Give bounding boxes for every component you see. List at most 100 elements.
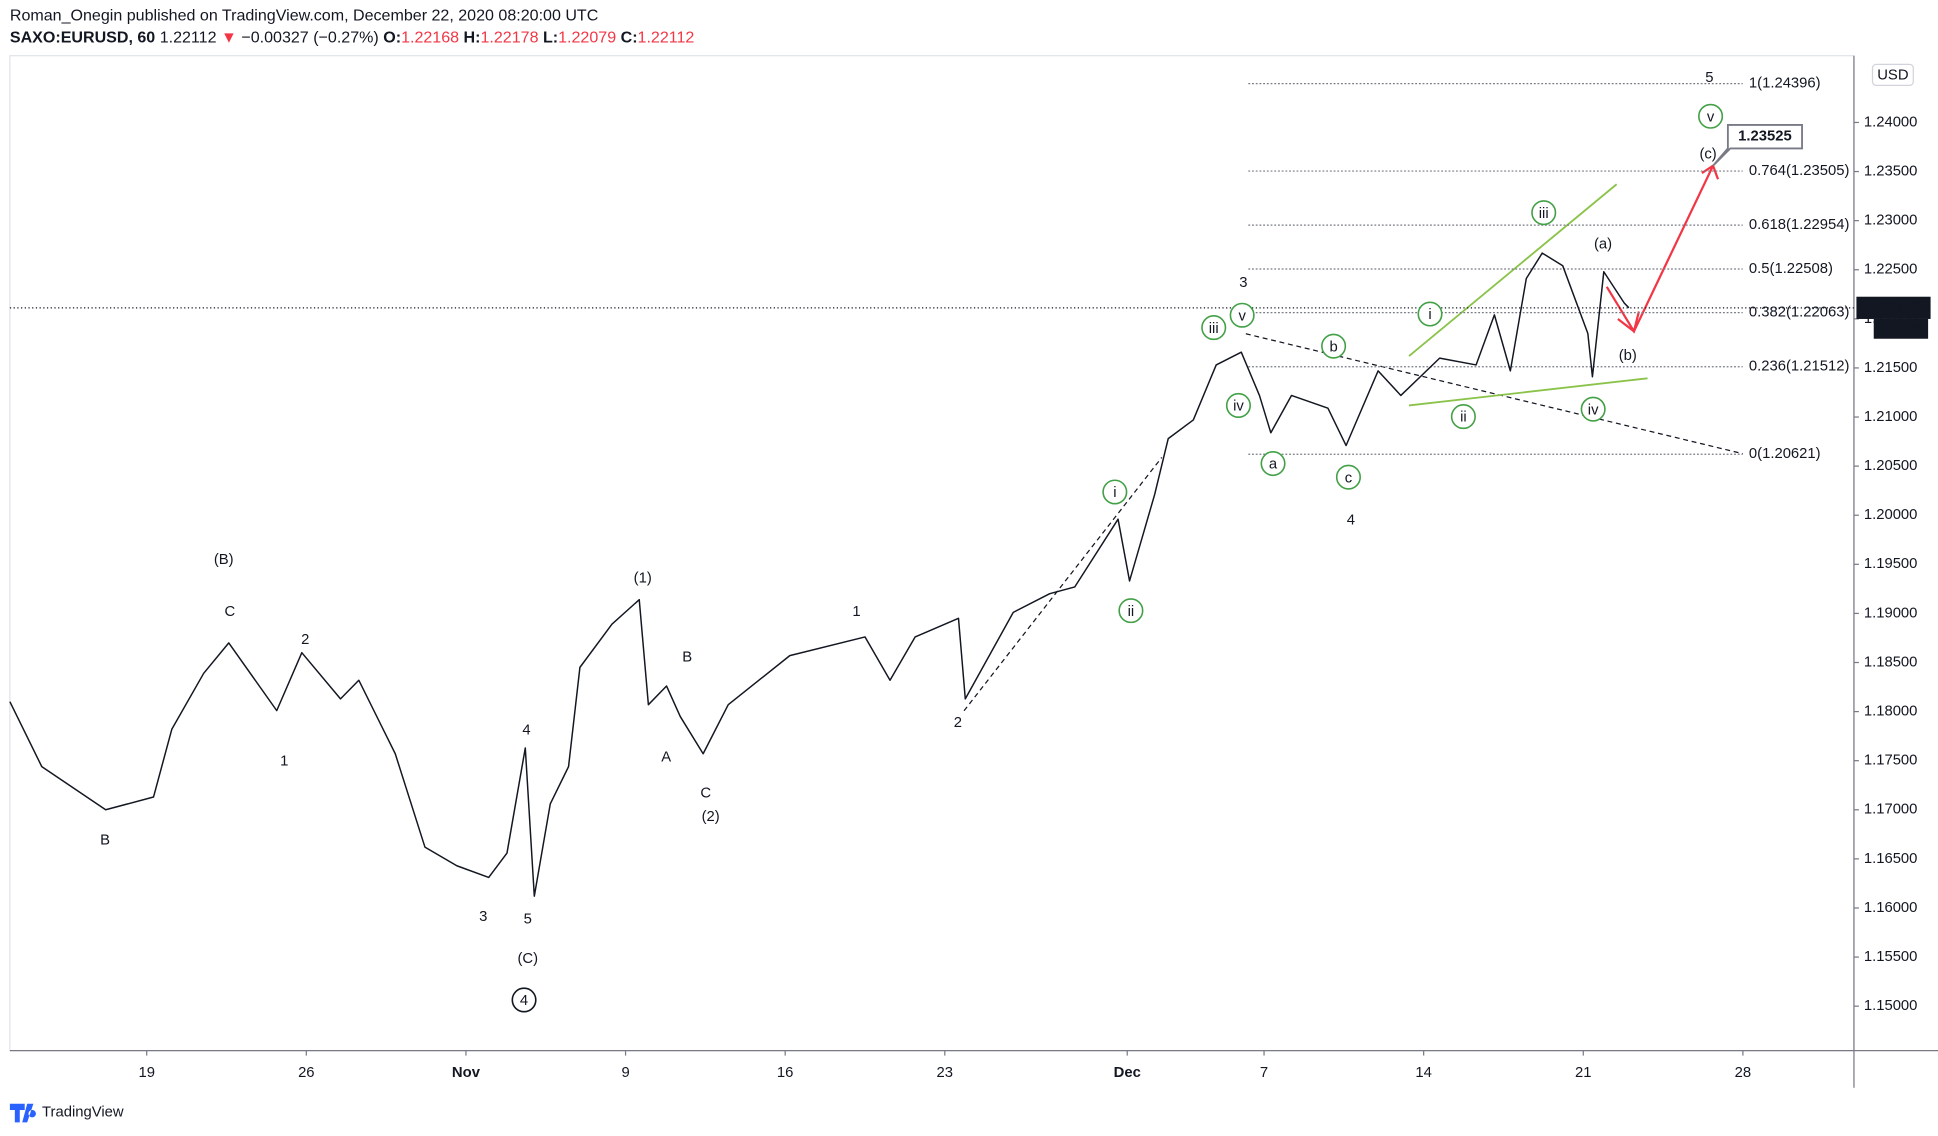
price-line (9, 252, 1630, 897)
y-tick-label: 1.20500 (1864, 458, 1918, 474)
trend-line (1245, 333, 1743, 455)
wave-label: 4 (522, 722, 530, 738)
wave-label: C (700, 785, 711, 801)
wedge-line (1408, 183, 1618, 357)
x-tick-label: 9 (621, 1065, 629, 1081)
wave-label: 4 (1347, 512, 1355, 528)
wave-label: (2) (702, 809, 720, 825)
wave-label: (C) (517, 951, 538, 967)
wave-label: v (1707, 109, 1715, 125)
h-key: H: (464, 29, 481, 47)
y-tick-label: 1.19500 (1864, 556, 1918, 572)
wave-circle (1531, 200, 1557, 226)
countdown-box (1873, 318, 1929, 339)
wave-label: 3 (1239, 275, 1247, 291)
wave-label: B (682, 650, 692, 666)
last-price-label: 1.22112 (1867, 300, 1920, 316)
wave-label: iii (1539, 206, 1549, 222)
x-tick-label: 7 (1260, 1065, 1268, 1081)
wave-circle (1102, 479, 1128, 505)
target-label: 1.23525 (1738, 129, 1792, 145)
wave-label: (B) (214, 552, 234, 568)
x-tick-label: 21 (1575, 1065, 1592, 1081)
x-tick-label: 26 (298, 1065, 315, 1081)
logo: TradingView (9, 1103, 124, 1123)
y-tick-label: 1.21500 (1864, 360, 1918, 376)
x-tick-label: 14 (1415, 1065, 1432, 1081)
target-callout (1712, 123, 1803, 167)
wave-circle (1260, 451, 1286, 477)
change: −0.00327 (−0.27%) (241, 29, 378, 47)
author-line: Roman_Onegin published on TradingView.co… (10, 6, 598, 24)
wave-circle (1118, 598, 1144, 624)
y-tick-label: 1.15000 (1864, 998, 1918, 1014)
wave-circle (1417, 301, 1443, 327)
wave-label: 2 (954, 715, 962, 731)
wave-circle (1225, 392, 1251, 419)
x-tick-label: Dec (1114, 1065, 1141, 1081)
wave-circle (1580, 396, 1606, 422)
last-price-box (1856, 296, 1931, 319)
logo-icon (9, 1103, 36, 1123)
wave-label: ii (1460, 410, 1467, 426)
o-value: 1.22168 (401, 29, 459, 47)
wave-label: c (1345, 470, 1353, 486)
y-tick-label: 1.17500 (1864, 753, 1918, 769)
wave-label: i (1113, 485, 1116, 501)
y-tick-label: 1.23500 (1864, 163, 1918, 179)
l-value: 1.22079 (558, 29, 616, 47)
y-tick-label: 1.18500 (1864, 654, 1918, 670)
x-tick-label: Nov (452, 1065, 481, 1081)
wave-label: ii (1128, 604, 1135, 620)
wave-circle (511, 987, 537, 1013)
y-tick-label: 1.19000 (1864, 605, 1918, 621)
y-tick-label: 1.16000 (1864, 900, 1918, 916)
x-tick-label: 19 (138, 1065, 155, 1081)
fib-label: 0.618(1.22954) (1749, 217, 1850, 233)
symbol: SAXO:EURUSD, 60 (10, 29, 155, 47)
x-tick-label: 23 (937, 1065, 954, 1081)
countdown-label: 40:05 (1882, 321, 1919, 337)
arrow-head (1617, 311, 1640, 334)
y-tick-label: 1.16500 (1864, 851, 1918, 867)
currency-button[interactable] (1871, 63, 1914, 86)
wave-label: A (661, 750, 671, 766)
wave-label: 5 (524, 912, 532, 928)
y-tick-label: 1.21000 (1864, 409, 1918, 425)
fib-label: 0.382(1.22063) (1749, 305, 1850, 321)
wave-label: (b) (1619, 348, 1637, 364)
wave-label: v (1238, 308, 1246, 324)
wave-circle (1698, 103, 1724, 129)
y-tick-label: 1.23000 (1864, 213, 1918, 229)
wave-label: B (100, 832, 110, 848)
c-key: C: (621, 29, 638, 47)
wave-label: 3 (479, 909, 487, 925)
h-value: 1.22178 (480, 29, 538, 47)
y-tick-label: 1.15500 (1864, 949, 1918, 965)
fib-label: 0.764(1.23505) (1749, 163, 1850, 179)
fib-label: 0.5(1.22508) (1749, 261, 1833, 277)
wave-label: 4 (520, 993, 528, 1009)
wave-label: 2 (301, 632, 309, 648)
x-tick-label: 16 (777, 1065, 794, 1081)
wave-label: iii (1209, 321, 1219, 337)
wave-circle (1450, 404, 1476, 430)
y-tick-label: 1.17000 (1864, 802, 1918, 818)
l-key: L: (543, 29, 558, 47)
y-tick-label: 1.22500 (1864, 262, 1918, 278)
arrow: ▼ (221, 29, 237, 47)
trend-line (963, 457, 1163, 712)
brand: TradingView (42, 1104, 124, 1120)
fib-label: 1(1.24396) (1749, 75, 1821, 91)
c-value: 1.22112 (638, 29, 695, 47)
y-tick-label: 1.18000 (1864, 704, 1918, 720)
x-tick-label: 28 (1735, 1065, 1752, 1081)
wave-label: i (1428, 307, 1431, 323)
wave-label: (a) (1594, 237, 1612, 253)
wave-label: 1 (280, 753, 288, 769)
fib-label: 0(1.20621) (1749, 446, 1821, 462)
symbol-line: SAXO:EURUSD, 60 1.22112 ▼ −0.00327 (−0.2… (10, 29, 695, 47)
